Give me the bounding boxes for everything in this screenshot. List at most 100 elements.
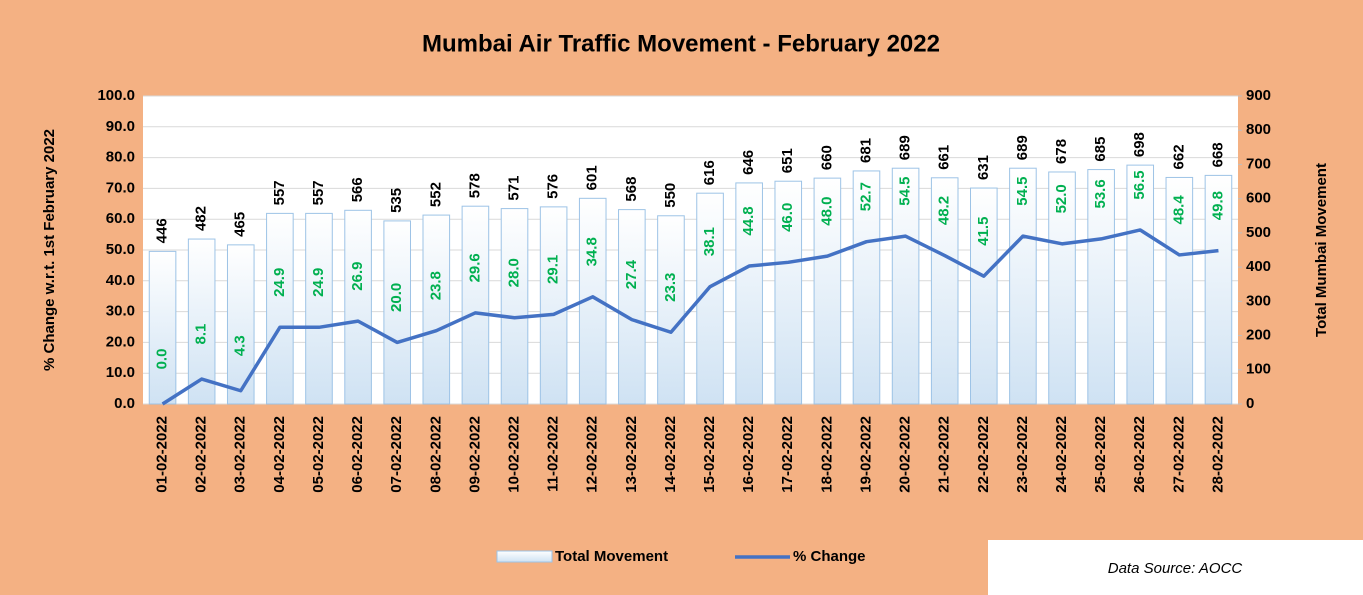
bar [383, 220, 411, 405]
bar [891, 167, 920, 405]
bar [657, 215, 685, 405]
bar-value-label: 482 [193, 206, 210, 231]
line-value-label: 26.9 [349, 262, 366, 291]
bar-value-label: 678 [1053, 139, 1070, 164]
line-value-label: 23.3 [662, 273, 679, 302]
line-value-label: 48.4 [1170, 195, 1187, 225]
bar-value-label: 646 [740, 150, 757, 175]
x-tick-label: 28-02-2022 [1209, 416, 1226, 493]
bar-value-label: 550 [662, 183, 679, 208]
bar-value-label: 651 [779, 148, 796, 173]
bar [226, 244, 255, 405]
bar [148, 250, 177, 405]
line-value-label: 0.0 [154, 349, 171, 370]
line-value-label: 54.5 [1014, 177, 1031, 206]
x-tick-label: 15-02-2022 [701, 416, 718, 493]
bar [1009, 167, 1037, 405]
bar-value-label: 566 [349, 177, 366, 202]
bar-value-label: 616 [701, 160, 718, 185]
bar-value-label: 535 [388, 188, 405, 213]
line-value-label: 49.8 [1209, 191, 1226, 220]
y-tick-label: 50.0 [106, 241, 135, 258]
bar-value-label: 465 [232, 212, 249, 237]
x-tick-label: 14-02-2022 [662, 416, 679, 493]
bar [461, 205, 490, 405]
x-tick-label: 19-02-2022 [857, 416, 874, 493]
bar-value-label: 681 [857, 138, 874, 163]
bar-value-label: 601 [584, 165, 601, 190]
y-tick-label: 20.0 [106, 333, 135, 350]
x-tick-label: 25-02-2022 [1092, 416, 1109, 493]
bar [187, 238, 216, 405]
bar-value-label: 662 [1170, 144, 1187, 169]
line-value-label: 20.0 [388, 283, 405, 312]
legend-swatch [496, 550, 553, 563]
x-tick-label: 04-02-2022 [271, 416, 288, 493]
line-value-label: 23.8 [427, 271, 444, 300]
bar-value-label: 689 [897, 135, 914, 160]
x-tick-label: 05-02-2022 [310, 416, 327, 493]
y-tick-label: 100.0 [97, 87, 135, 104]
y2-tick-label: 200 [1246, 327, 1271, 344]
bar [930, 177, 959, 405]
x-tick-label: 07-02-2022 [388, 416, 405, 493]
bar [970, 187, 998, 405]
line-value-label: 28.0 [505, 258, 522, 287]
line-value-label: 53.6 [1092, 179, 1109, 208]
line-value-label: 48.0 [818, 197, 835, 226]
y2-tick-label: 300 [1246, 292, 1271, 309]
x-tick-label: 27-02-2022 [1170, 416, 1187, 493]
y2-tick-label: 700 [1246, 155, 1271, 172]
bar-value-label: 568 [623, 177, 640, 202]
bar-value-label: 571 [505, 176, 522, 201]
y2-tick-label: 100 [1246, 361, 1271, 378]
line-value-label: 29.1 [545, 255, 562, 284]
line-value-label: 29.6 [466, 253, 483, 282]
bar [1204, 174, 1233, 405]
y-tick-label: 70.0 [106, 179, 135, 196]
x-tick-label: 03-02-2022 [232, 416, 249, 493]
bar [422, 214, 451, 405]
x-tick-label: 11-02-2022 [545, 416, 562, 492]
bar [1048, 171, 1076, 405]
chart-title: Mumbai Air Traffic Movement - February 2… [422, 30, 940, 57]
line-value-label: 34.8 [584, 237, 601, 266]
y-tick-label: 10.0 [106, 364, 135, 381]
x-tick-label: 02-02-2022 [193, 416, 210, 493]
y-tick-label: 60.0 [106, 210, 135, 227]
y-tick-label: 30.0 [106, 303, 135, 320]
y2-tick-label: 900 [1246, 87, 1271, 104]
line-value-label: 8.1 [193, 324, 210, 345]
bar [344, 209, 372, 405]
x-tick-label: 01-02-2022 [154, 416, 171, 493]
x-tick-label: 09-02-2022 [466, 416, 483, 493]
line [161, 228, 1219, 406]
x-tick-label: 22-02-2022 [975, 416, 992, 493]
bar-value-label: 698 [1131, 132, 1148, 157]
y-axis-title: % Change w.r.t. 1st February 2022 [41, 129, 58, 371]
bar [1165, 176, 1194, 405]
line-value-label: 4.3 [232, 335, 249, 356]
line-value-label: 56.5 [1131, 170, 1148, 199]
legend-label: % Change [793, 548, 866, 565]
source: Data Source: AOCC [1108, 560, 1243, 577]
x-tick-label: 12-02-2022 [584, 416, 601, 493]
bar-value-label: 685 [1092, 137, 1109, 162]
bar-value-label: 552 [427, 182, 444, 207]
bar [305, 212, 333, 405]
bar [813, 177, 842, 405]
y-tick-label: 80.0 [106, 149, 135, 166]
y2-tick-label: 600 [1246, 190, 1271, 207]
x-tick-label: 20-02-2022 [897, 416, 914, 493]
line-value-label: 41.5 [975, 217, 992, 246]
x-tick-label: 13-02-2022 [623, 416, 640, 493]
bar [1087, 169, 1115, 405]
x-tick-label: 24-02-2022 [1053, 416, 1070, 493]
y-tick-label: 40.0 [106, 272, 135, 289]
y2-tick-label: 800 [1246, 121, 1271, 138]
line-value-label: 52.0 [1053, 184, 1070, 213]
x-tick-label: 08-02-2022 [427, 416, 444, 493]
bar [266, 212, 294, 405]
bar [735, 182, 763, 405]
